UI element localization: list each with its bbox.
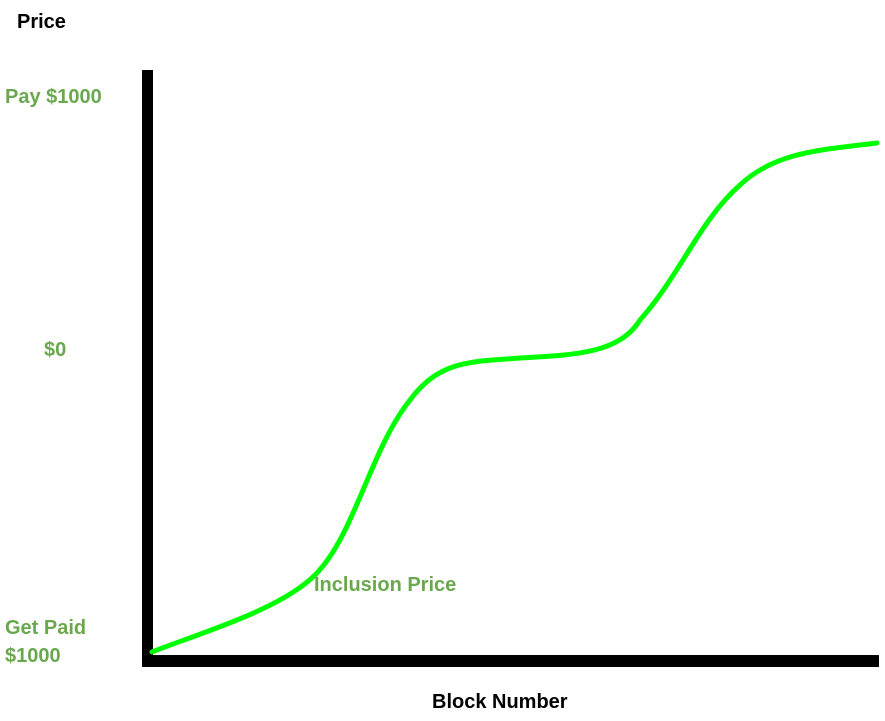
- y-tick-zero: $0: [44, 339, 67, 361]
- y-tick-get-paid-line2: $1000: [5, 645, 61, 667]
- y-axis-line: [142, 70, 153, 667]
- inclusion-price-label: Inclusion Price: [314, 574, 457, 596]
- inclusion-price-curve: [149, 140, 880, 655]
- x-axis-line: [142, 655, 879, 667]
- y-tick-get-paid-1000: Get Paid $1000: [5, 614, 86, 670]
- x-axis-title: Block Number: [432, 691, 568, 713]
- y-tick-get-paid-line1: Get Paid: [5, 617, 87, 639]
- y-tick-pay-1000: Pay $1000: [5, 86, 102, 108]
- y-axis-title: Price: [17, 11, 66, 33]
